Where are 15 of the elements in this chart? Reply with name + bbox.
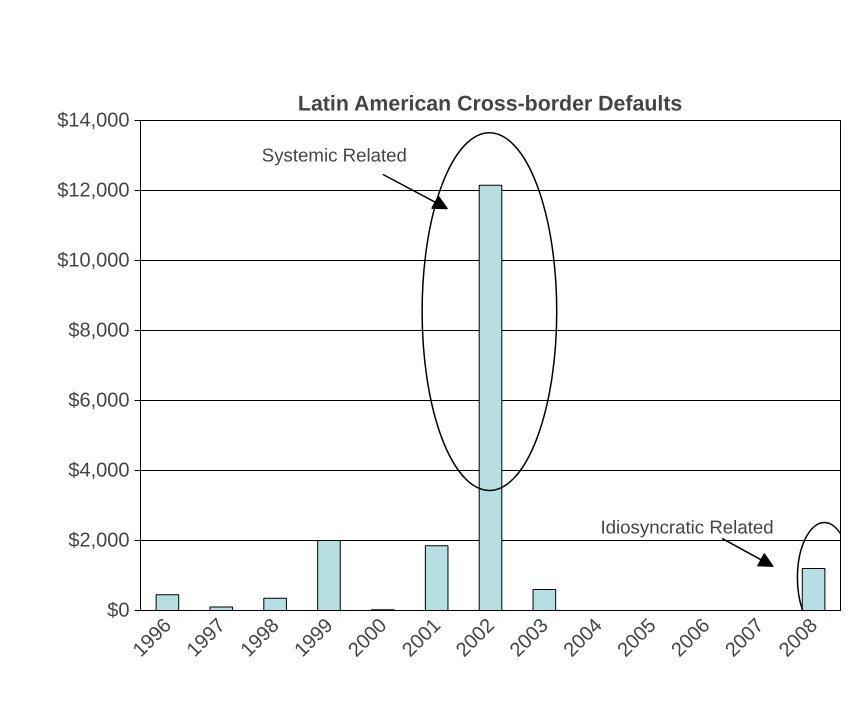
y-tick-label: $8,000 bbox=[68, 320, 130, 342]
y-tick-label: $4,000 bbox=[68, 460, 130, 482]
y-tick-label: $6,000 bbox=[68, 390, 130, 412]
bar bbox=[156, 594, 180, 610]
y-tick-label: $2,000 bbox=[68, 530, 130, 552]
y-tick-label: $10,000 bbox=[57, 250, 130, 272]
bar bbox=[424, 545, 448, 610]
bar bbox=[263, 598, 287, 610]
y-tick-label: $14,000 bbox=[57, 110, 130, 132]
annotation: Systemic Related bbox=[262, 144, 407, 166]
annotation: Idiosyncratic Related bbox=[600, 516, 774, 538]
y-tick-label: $12,000 bbox=[57, 180, 130, 202]
chart-title: Latin American Cross-border Defaults bbox=[298, 92, 682, 116]
bar bbox=[532, 589, 556, 610]
y-tick-label: $0 bbox=[107, 600, 130, 622]
